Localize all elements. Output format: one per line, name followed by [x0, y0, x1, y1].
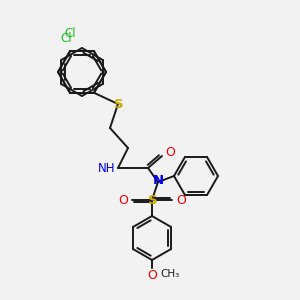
Text: O: O: [176, 194, 186, 206]
Text: O: O: [118, 194, 128, 206]
Text: S: S: [148, 194, 158, 206]
Text: N: N: [152, 175, 164, 188]
Text: O: O: [165, 146, 175, 160]
Text: Cl: Cl: [60, 32, 72, 45]
Text: S: S: [114, 98, 124, 110]
Text: O: O: [147, 269, 157, 282]
Text: NH: NH: [98, 161, 115, 175]
Text: Cl: Cl: [64, 27, 76, 40]
Text: CH₃: CH₃: [160, 269, 179, 279]
